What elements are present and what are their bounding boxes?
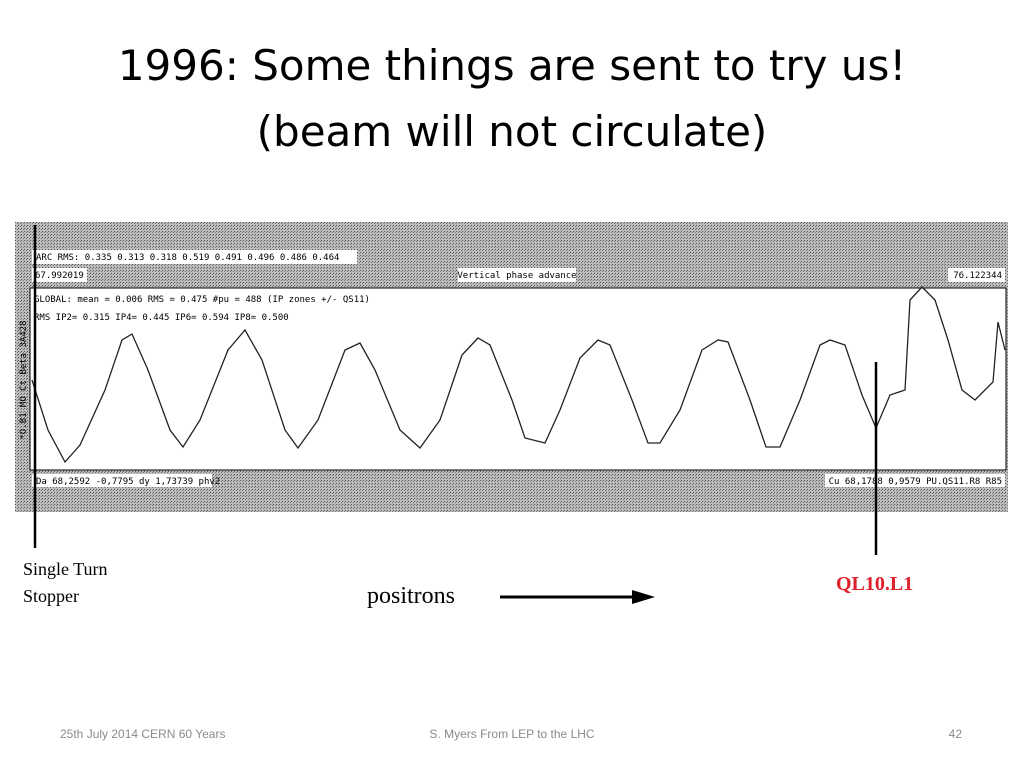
text-box xyxy=(948,268,1005,282)
text-box xyxy=(32,474,212,487)
footer-center: S. Myers From LEP to the LHC xyxy=(429,727,594,741)
global-stats: GLOBAL: mean = 0.006 RMS = 0.475 #pu = 4… xyxy=(34,295,370,305)
positrons-label: positrons xyxy=(367,583,455,609)
footer-left: 25th July 2014 CERN 60 Years xyxy=(60,727,225,741)
text-box xyxy=(32,268,87,282)
title-line: 1996: Some things are sent to try us! xyxy=(118,41,906,90)
screenshot: ARC RMS: 0.335 0.313 0.318 0.519 0.491 0… xyxy=(15,222,1008,512)
page-number: 42 xyxy=(949,727,963,741)
bottom-right: Cu 68,1788 0,9579 PU.QS11.R8 R85 xyxy=(829,477,1002,487)
text-box xyxy=(825,474,1005,487)
right-value: 76.122344 xyxy=(953,271,1002,281)
rms-ip: RMS IP2= 0.315 IP4= 0.445 IP6= 0.594 IP8… xyxy=(34,313,289,323)
phase-trace xyxy=(31,286,1006,464)
stopper-label: Stopper xyxy=(23,586,79,606)
plot-title: Vertical phase advance xyxy=(457,271,576,281)
title-line: (beam will not circulate) xyxy=(257,107,768,156)
left-value: 67.992019 xyxy=(35,271,84,281)
bottom-left: Da 68,2592 -0,7795 dy 1,73739 phv2 xyxy=(36,477,220,487)
arc-rms: ARC RMS: 0.335 0.313 0.318 0.519 0.491 0… xyxy=(36,253,339,263)
text-box xyxy=(458,268,576,282)
stopper-label: Single Turn xyxy=(23,559,108,579)
plot-area xyxy=(29,287,1007,471)
arrow-head xyxy=(632,590,655,604)
y-label: *O.B1 MO Ct Beta 3A428 xyxy=(19,320,29,439)
quad-label: QL10.L1 xyxy=(836,573,913,595)
text-box xyxy=(32,250,357,264)
